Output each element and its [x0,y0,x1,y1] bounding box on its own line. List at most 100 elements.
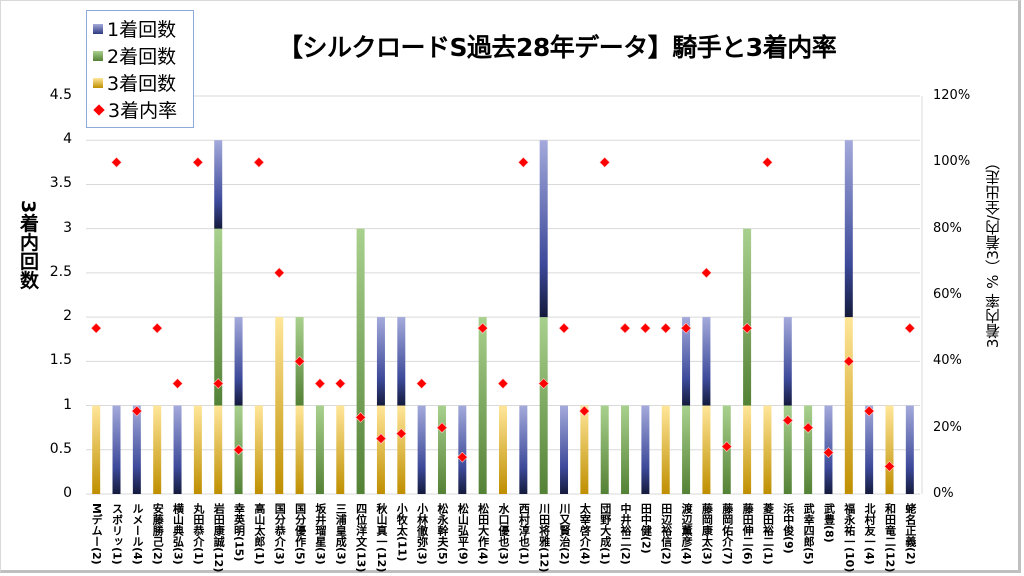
bar-2nd [743,228,752,406]
bar-1st [539,140,548,318]
rate-point [904,322,916,334]
x-tick-label: ルメール(4) [130,503,144,565]
bar-1st [417,405,426,494]
y-tick-label: 1 [63,396,72,413]
bar-1st [641,405,650,494]
rate-point [578,405,590,417]
x-tick-label: 浜中俊(9) [781,503,795,554]
y2-tick-label: 0% [933,486,954,501]
y2-tick-label: 120% [933,88,971,103]
x-tick-label: 秋山真一(12) [374,503,388,573]
bar-3rd [295,405,304,494]
bar-1st [682,317,691,406]
rate-point [680,322,692,334]
bar-1st [214,140,223,229]
bar-3rd [702,405,711,494]
rate-point [558,322,570,334]
rate-point [294,355,306,367]
x-tick-label: 渡辺薫彦(4) [680,503,694,565]
rate-point [700,267,712,279]
y-tick-label: 2 [63,308,72,325]
rate-point [823,447,834,458]
x-tick-label: 国分優作(5) [293,503,307,565]
x-tick-label: 丸田恭介(1) [191,503,205,565]
bar-1st [173,405,182,494]
x-tick-label: 坂井瑠星(3) [313,503,327,565]
x-tick-label: 安藤勝己(2) [151,503,165,565]
rate-point [334,378,346,389]
bar-3rd [580,405,589,494]
bar-1st [132,405,141,494]
legend-label-3rd: 3着回数 [107,73,177,95]
y-tick-label: 0.5 [49,440,72,457]
x-tick-label: 川又賢治(2) [558,503,572,565]
bar-3rd [336,405,345,494]
rate-point [660,322,672,334]
x-tick-label: スボリッ(1) [110,503,124,565]
legend-label-1st: 1着回数 [107,19,177,41]
y-tick-label: 2.5 [49,263,72,280]
x-tick-label: Mデムー(2) [90,503,104,565]
legend-swatch-1st [93,23,103,34]
bar-3rd [397,405,406,494]
rate-point [863,405,875,417]
rate-point [436,422,448,434]
rate-point [314,378,326,389]
legend-item-2nd: 2着回数 [93,42,193,69]
y-tick-label: 4.5 [49,87,72,103]
rate-point [375,433,387,445]
x-tick-label: 小林徹弥(3) [415,503,429,565]
bar-3rd [499,405,507,494]
rate-point [212,378,224,389]
x-tick-label: 松田大作(4) [476,503,490,565]
bar-1st [702,317,711,406]
rate-point [741,322,753,334]
legend-swatch-3rd [93,77,103,88]
y2-tick-label: 80% [933,220,962,236]
bar-1st [397,317,406,406]
bar-3rd [763,405,772,494]
bar-3rd [275,317,284,494]
x-tick-label: 中井裕二(2) [619,503,633,565]
bar-1st [865,405,874,494]
x-tick-label: 藤岡佑介(7) [720,503,734,565]
y2-tick-label: 40% [933,353,962,369]
y2-tick-label: 20% [933,419,962,435]
chart-title: 【シルクロードS過去28年データ】騎手と3着内率 [278,33,837,62]
bar-1st [560,405,569,494]
x-tick-label: 高山太郎(1) [252,503,266,565]
bar-2nd [437,405,446,494]
bar-3rd [214,405,223,494]
x-tick-label: 西村淳也(1) [517,503,531,565]
bar-2nd [539,317,548,494]
x-tick-label: 松永幹夫(5) [435,503,449,565]
bar-1st [844,140,853,318]
bar-2nd [621,405,630,494]
y2-tick-label: 60% [933,287,962,302]
bar-3rd [376,405,385,494]
y-tick-label: 0 [63,485,72,501]
rate-point [111,156,122,168]
rate-point [172,378,183,389]
y-tick-label: 4 [63,131,72,148]
rate-point [782,414,794,426]
y-axis-left-label: 3着内回数 [17,200,39,290]
y-tick-label: 3.5 [49,175,72,192]
rate-point [131,405,143,417]
bar-2nd [804,405,813,494]
bar-3rd [92,405,101,494]
x-tick-label: 田辺裕信(2) [659,503,673,565]
rate-point [639,322,651,334]
rate-point [517,156,529,168]
x-tick-label: 蛯名正義(2) [903,503,917,565]
legend-item-1st: 1着回数 [93,15,193,42]
x-tick-label: 藤岡康太(3) [700,503,714,565]
x-tick-label: 藤田伸二(6) [741,503,755,565]
bar-2nd [478,317,487,494]
x-tick-label: 武豊(8) [822,503,836,543]
rate-point [233,444,244,456]
bar-2nd [600,405,609,494]
x-tick-label: 幸英明(15) [232,503,246,562]
bar-1st [458,405,467,494]
